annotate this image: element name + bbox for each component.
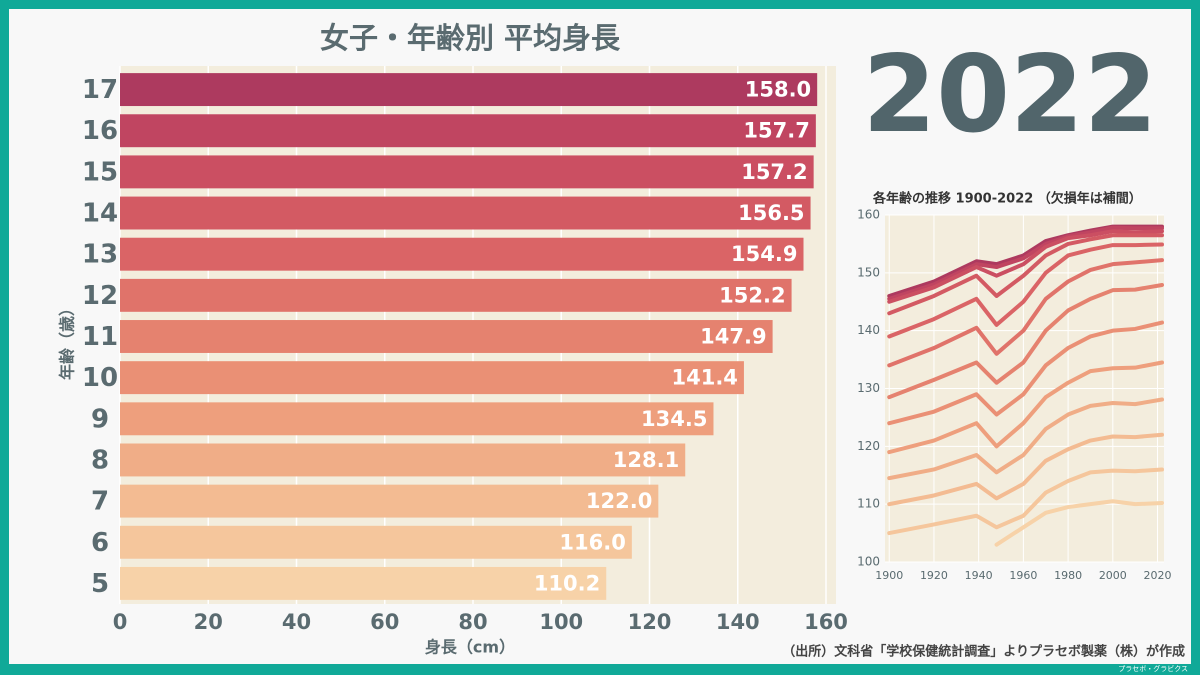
chart-title: 女子・年齢別 平均身長	[320, 21, 621, 55]
value-label: 134.5	[641, 407, 707, 431]
x-tick-label: 1940	[965, 569, 993, 582]
x-tick-label: 1900	[875, 569, 903, 582]
value-label: 157.2	[741, 160, 807, 184]
bar	[120, 443, 686, 477]
value-label: 157.7	[743, 119, 809, 143]
line-series	[887, 229, 1164, 304]
bar	[120, 114, 816, 148]
y-tick-label: 110	[857, 497, 880, 511]
line-series	[887, 225, 1164, 301]
x-tick-label: 2000	[1099, 569, 1127, 582]
bar	[120, 237, 804, 271]
bar	[120, 196, 811, 230]
brand: プラセボ・グラビクス	[1118, 664, 1188, 673]
y-tick-label: 6	[91, 528, 109, 558]
value-label: 110.2	[534, 571, 600, 595]
bar	[120, 525, 632, 559]
y-tick-label: 8	[91, 445, 109, 475]
y-tick-label: 150	[857, 265, 880, 279]
line-series	[887, 432, 1164, 507]
chart-title: 各年齢の推移 1900-2022 （欠損年は補間）	[872, 191, 1142, 207]
bar	[120, 402, 714, 436]
line-series	[887, 258, 1164, 368]
bar	[120, 361, 744, 395]
y-tick-label: 100	[857, 555, 880, 569]
line-series	[887, 233, 1164, 316]
line-series	[887, 467, 1164, 536]
x-tick-label: 100	[539, 610, 583, 634]
bar	[120, 278, 792, 312]
y-tick-label: 12	[82, 281, 118, 311]
line-series	[994, 499, 1164, 547]
line-series	[887, 242, 1164, 339]
x-tick-label: 120	[628, 610, 672, 634]
y-tick-label: 10	[82, 363, 118, 393]
y-tick-label: 11	[82, 322, 118, 352]
y-tick-label: 15	[82, 157, 118, 187]
y-tick-label: 140	[857, 323, 880, 337]
x-tick-label: 80	[458, 610, 487, 634]
value-label: 116.0	[559, 530, 625, 554]
bar	[120, 73, 818, 107]
y-tick-label: 16	[82, 116, 118, 146]
value-label: 156.5	[738, 201, 804, 225]
bar	[120, 484, 659, 518]
year-label: 2022	[862, 33, 1157, 156]
x-tick-label: 60	[370, 610, 399, 634]
y-tick-label: 17	[82, 75, 118, 105]
y-tick-label: 160	[857, 208, 880, 222]
x-axis-label: 身長（cm）	[425, 638, 515, 657]
value-label: 154.9	[731, 242, 797, 266]
source-note: （出所）文科省「学校保健統計調査」よりプラセボ製薬（株）が作成	[782, 644, 1185, 660]
bar	[120, 566, 607, 600]
x-tick-label: 2020	[1144, 569, 1172, 582]
line-series	[887, 320, 1164, 426]
value-label: 147.9	[700, 325, 766, 349]
x-tick-label: 20	[194, 610, 223, 634]
y-tick-label: 13	[82, 240, 118, 270]
x-tick-label: 1980	[1054, 569, 1082, 582]
line-series	[887, 360, 1164, 455]
bar	[120, 320, 773, 353]
value-label: 122.0	[586, 489, 652, 513]
value-label: 141.4	[671, 366, 737, 390]
x-tick-label: 140	[716, 610, 760, 634]
y-tick-label: 14	[82, 199, 118, 229]
y-axis-label: 年齢（歳）	[58, 300, 77, 380]
y-tick-label: 7	[91, 487, 109, 517]
x-tick-label: 40	[282, 610, 311, 634]
x-tick-label: 1960	[1009, 569, 1037, 582]
y-tick-label: 130	[857, 381, 880, 395]
value-label: 158.0	[745, 78, 811, 102]
line-series	[887, 282, 1164, 400]
bar	[120, 155, 814, 189]
x-tick-label: 160	[804, 610, 848, 634]
x-tick-label: 0	[113, 610, 128, 634]
value-label: 152.2	[719, 283, 785, 307]
value-label: 128.1	[613, 448, 679, 472]
y-tick-label: 5	[91, 569, 109, 599]
line-series	[887, 397, 1164, 481]
y-tick-label: 9	[91, 404, 109, 434]
y-tick-label: 120	[857, 439, 880, 453]
x-tick-label: 1920	[920, 569, 948, 582]
